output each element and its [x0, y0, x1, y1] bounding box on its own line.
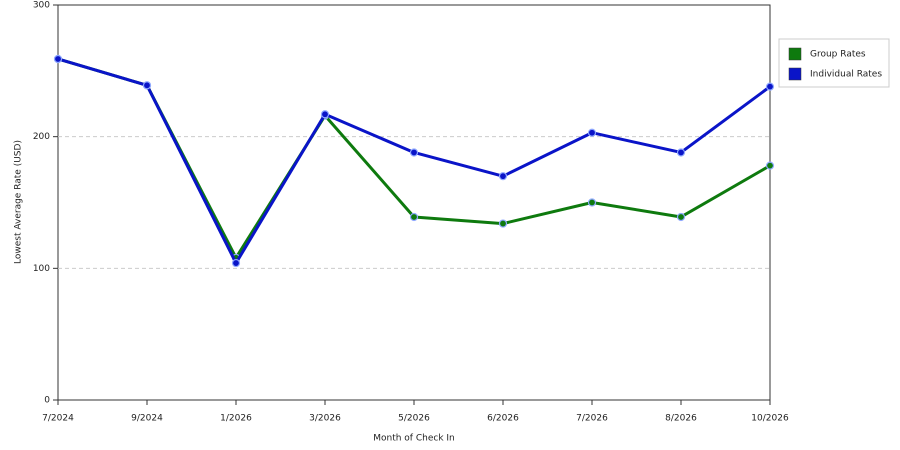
x-tick-label: 9/2024 [131, 414, 163, 424]
data-point [587, 128, 597, 137]
legend-swatch [788, 67, 802, 81]
data-point [498, 172, 508, 181]
data-point [676, 212, 686, 222]
data-point [765, 82, 775, 91]
legend-swatch [788, 47, 802, 61]
x-axis-label: Month of Check In [373, 434, 455, 444]
data-point [53, 54, 63, 64]
data-point [142, 81, 152, 90]
data-point [320, 110, 330, 119]
x-tick-label: 10/2026 [751, 414, 789, 424]
data-point [409, 148, 419, 157]
data-point [587, 198, 597, 207]
y-tick-label: 0 [44, 396, 50, 406]
data-point [765, 161, 775, 170]
y-tick-label: 100 [33, 264, 50, 274]
x-tick-label: 3/2026 [309, 414, 341, 424]
x-tick-label: 6/2026 [487, 414, 519, 424]
y-axis-label: Lowest Average Rate (USD) [14, 140, 24, 264]
x-tick-label: 7/2026 [576, 414, 608, 424]
legend-label: Individual Rates [810, 70, 882, 80]
data-point [409, 212, 419, 222]
x-tick-label: 5/2026 [398, 414, 430, 424]
x-tick-label: 8/2026 [665, 414, 697, 424]
data-point [231, 258, 241, 268]
data-point [676, 148, 686, 157]
x-tick-label: 1/2026 [220, 414, 252, 424]
x-tick-label: 7/2024 [42, 414, 74, 424]
legend-label: Group Rates [810, 50, 866, 60]
data-point [498, 219, 508, 228]
y-tick-label: 300 [33, 1, 50, 11]
y-tick-label: 200 [33, 132, 50, 142]
